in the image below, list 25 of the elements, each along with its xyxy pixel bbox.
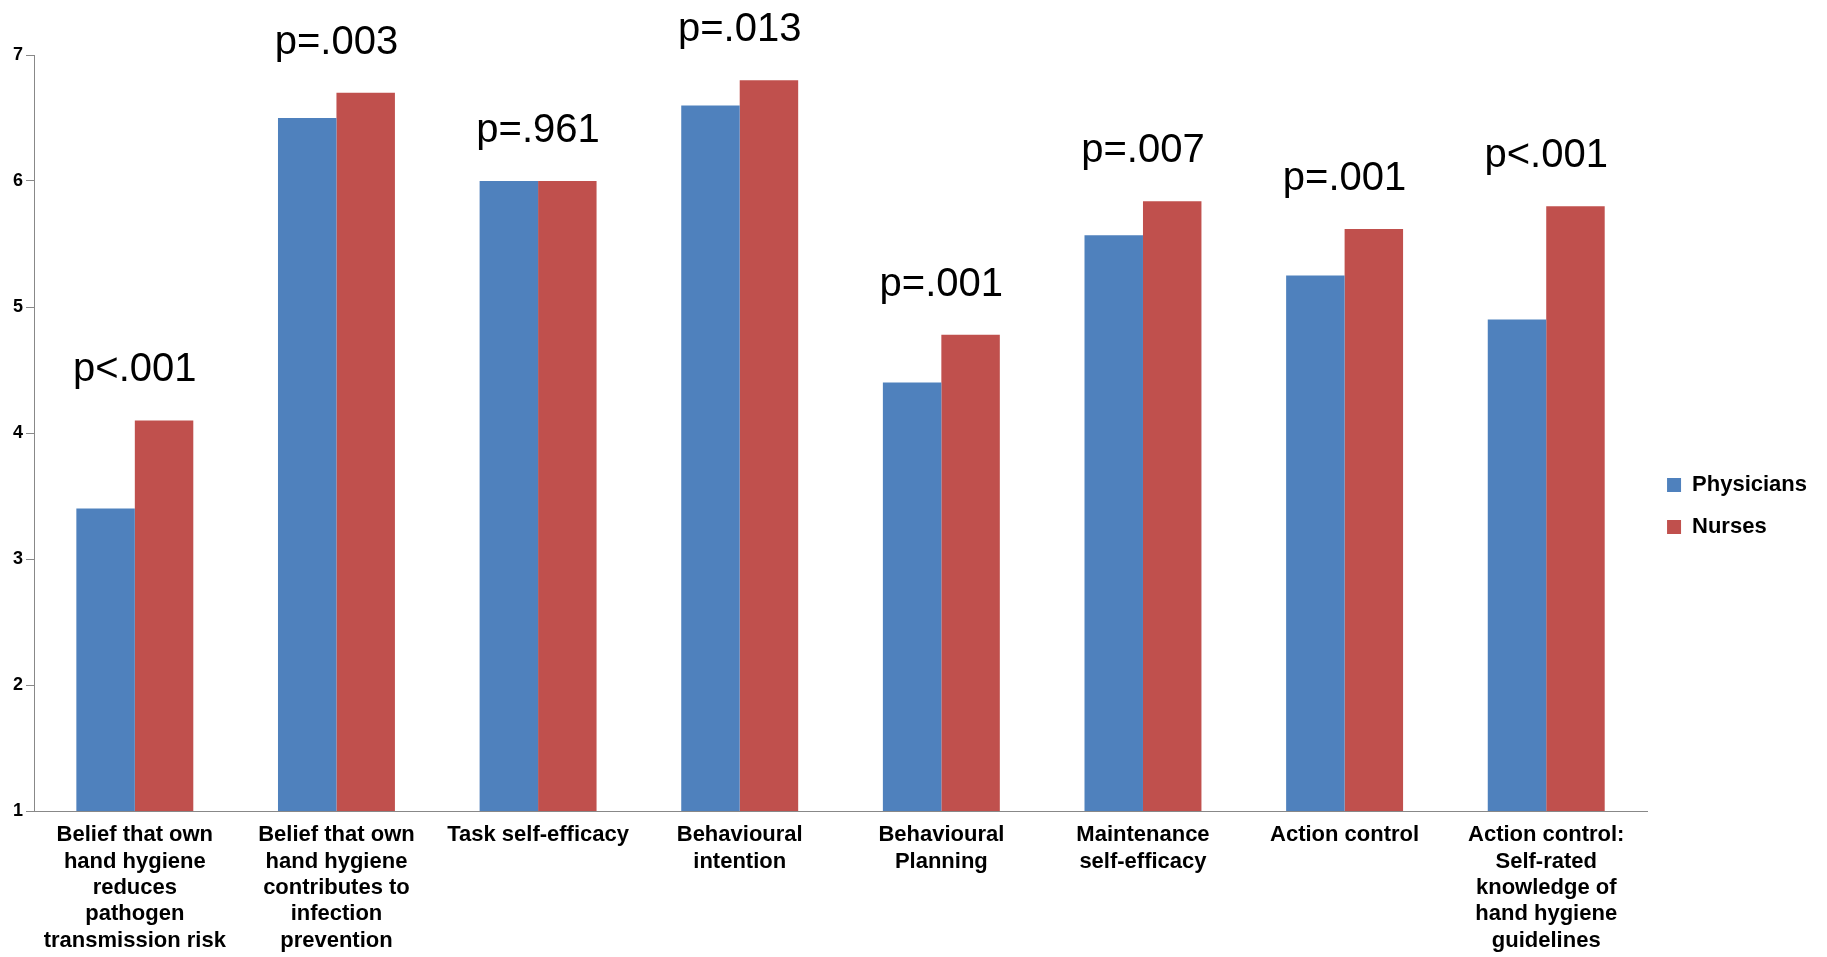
annotation: p<.001 bbox=[73, 345, 197, 390]
x-tick-label: Behavioural Planning bbox=[878, 821, 1005, 873]
annotation: p<.001 bbox=[1484, 131, 1608, 176]
y-tick-label: 6 bbox=[13, 169, 24, 190]
y-tick-label: 7 bbox=[13, 43, 24, 64]
annotation: p=.007 bbox=[1081, 126, 1205, 171]
y-tick-label: 3 bbox=[13, 547, 24, 568]
x-tick-label: Behavioural intention bbox=[676, 821, 803, 873]
x-tick-label: Action control bbox=[1270, 821, 1420, 847]
legend-label: Nurses bbox=[1692, 513, 1767, 539]
y-tick-label: 5 bbox=[13, 295, 24, 316]
annotation: p=.001 bbox=[1282, 153, 1407, 198]
y-tick-label: 4 bbox=[13, 421, 24, 442]
annotation: p=.003 bbox=[274, 17, 399, 62]
legend-label: Physicians bbox=[1692, 471, 1807, 497]
x-tick-label: Belief that own hand hygiene reduces pathogen transmission risk bbox=[43, 821, 227, 952]
annotation: p=.961 bbox=[476, 106, 600, 151]
x-tick-label: Belief that own hand hygiene contributes to infection prevention bbox=[258, 821, 415, 952]
annotation: p=.001 bbox=[879, 259, 1004, 304]
y-tick-label: 1 bbox=[13, 799, 24, 820]
text: p=.013 bbox=[677, 5, 802, 50]
x-tick-label: Action control: Self-rated knowledge of hand hygiene guidelines bbox=[1468, 821, 1625, 952]
x-tick-label: Task self-efficacy bbox=[447, 821, 630, 847]
y-tick-label: 2 bbox=[13, 673, 24, 694]
x-tick-label: Maintenance self-efficacy bbox=[1076, 821, 1210, 873]
